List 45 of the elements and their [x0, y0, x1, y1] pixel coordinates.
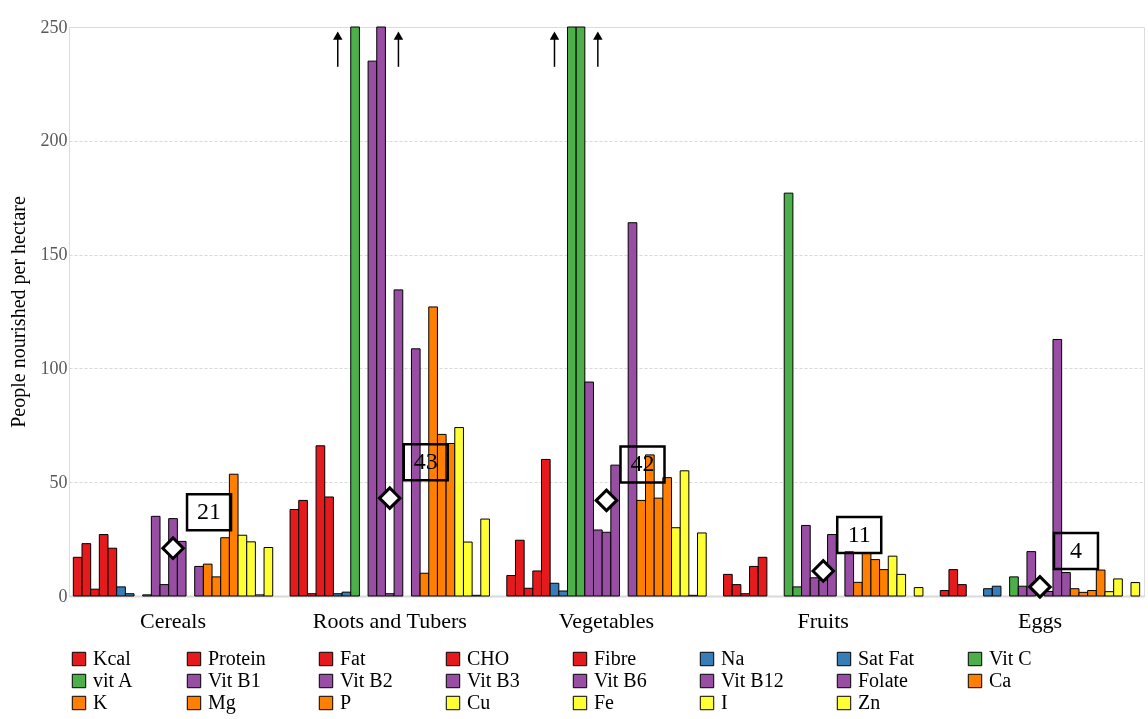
legend-label: Vit B1: [208, 669, 261, 691]
point: [161, 536, 185, 560]
legend-label: Fibre: [594, 647, 637, 669]
legend-label: Fat: [340, 647, 366, 669]
point: [594, 488, 619, 513]
legend-label: Na: [721, 647, 745, 669]
legend-label: P: [340, 691, 352, 713]
data-label: 21: [197, 498, 222, 525]
bar: [1130, 582, 1141, 597]
legend-label: Kcal: [93, 647, 132, 669]
y-tick-label: 100: [40, 357, 68, 378]
bar: [913, 587, 924, 597]
legend-label: Zn: [858, 691, 881, 713]
legend-label: Ca: [989, 669, 1012, 691]
legend-label: vit A: [93, 669, 134, 691]
legend-label: Vit B3: [467, 669, 520, 691]
point: [1028, 575, 1052, 599]
y-tick-label: 250: [40, 16, 68, 37]
legend-label: CHO: [467, 647, 510, 669]
legend-label: Vit B6: [594, 669, 647, 691]
y-tick-label: 150: [40, 244, 68, 265]
y-tick-label: 50: [49, 471, 68, 492]
point: [811, 559, 835, 583]
y-axis-title: People nourished per hectare: [6, 196, 30, 428]
legend-label: Sat Fat: [858, 647, 915, 669]
x-tick-label: Roots and Tubers: [312, 607, 467, 633]
legend-label: Vit B2: [340, 669, 393, 691]
y-tick-label: 0: [58, 585, 68, 606]
point: [378, 486, 402, 510]
legend-label: Vit C: [989, 647, 1032, 669]
data-label: 4: [1069, 536, 1082, 563]
x-tick-label: Vegetables: [558, 607, 655, 633]
legend-label: K: [93, 691, 108, 713]
data-label: 11: [847, 520, 871, 547]
x-tick-label: Cereals: [140, 607, 207, 633]
legend-label: Protein: [208, 647, 266, 669]
y-tick-label: 200: [40, 130, 68, 151]
x-tick-label: Eggs: [1017, 607, 1062, 633]
legend-label: Folate: [858, 669, 909, 691]
legend-label: Cu: [467, 691, 491, 713]
legend-label: Vit B12: [721, 669, 784, 691]
x-tick-label: Fruits: [797, 607, 849, 633]
legend-label: Mg: [208, 691, 236, 714]
legend-label: Fe: [594, 691, 615, 713]
legend-label: I: [721, 691, 728, 713]
